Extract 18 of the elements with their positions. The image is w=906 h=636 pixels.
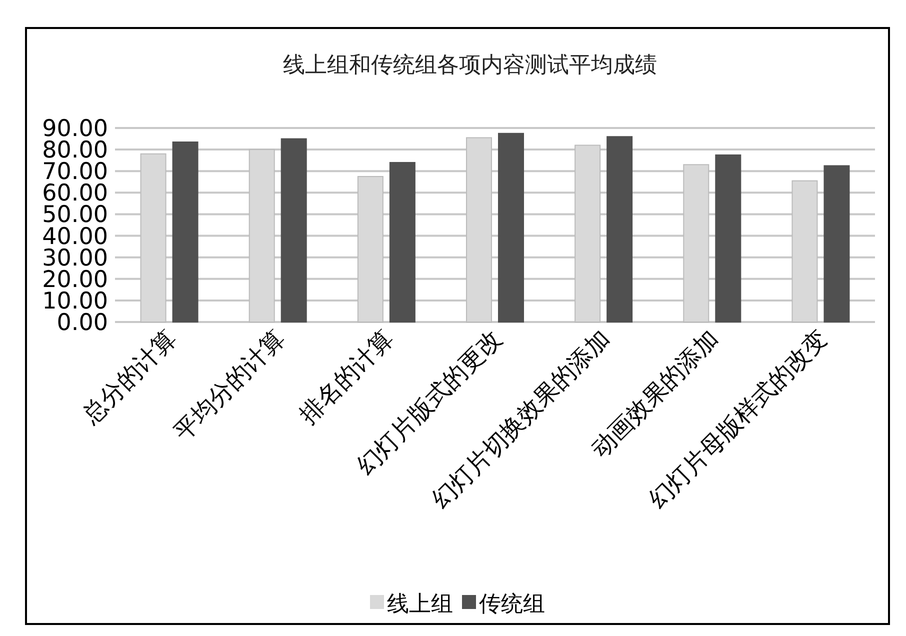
legend-label: 传统组 [479, 592, 545, 617]
y-tick-label: 0.00 [56, 310, 108, 336]
bar [792, 180, 818, 322]
bar [715, 154, 742, 322]
bar [172, 142, 198, 322]
bar [606, 136, 633, 322]
bar [466, 137, 492, 322]
bar [683, 164, 710, 322]
bar [389, 162, 416, 322]
bar [498, 132, 524, 322]
bar [824, 165, 850, 322]
bar [248, 149, 275, 322]
bar [280, 138, 307, 322]
bar [357, 176, 384, 322]
bar [140, 153, 166, 322]
legend-label: 线上组 [387, 592, 453, 617]
bar [574, 144, 601, 322]
chart-title: 线上组和传统组各项内容测试平均成绩 [283, 53, 657, 78]
